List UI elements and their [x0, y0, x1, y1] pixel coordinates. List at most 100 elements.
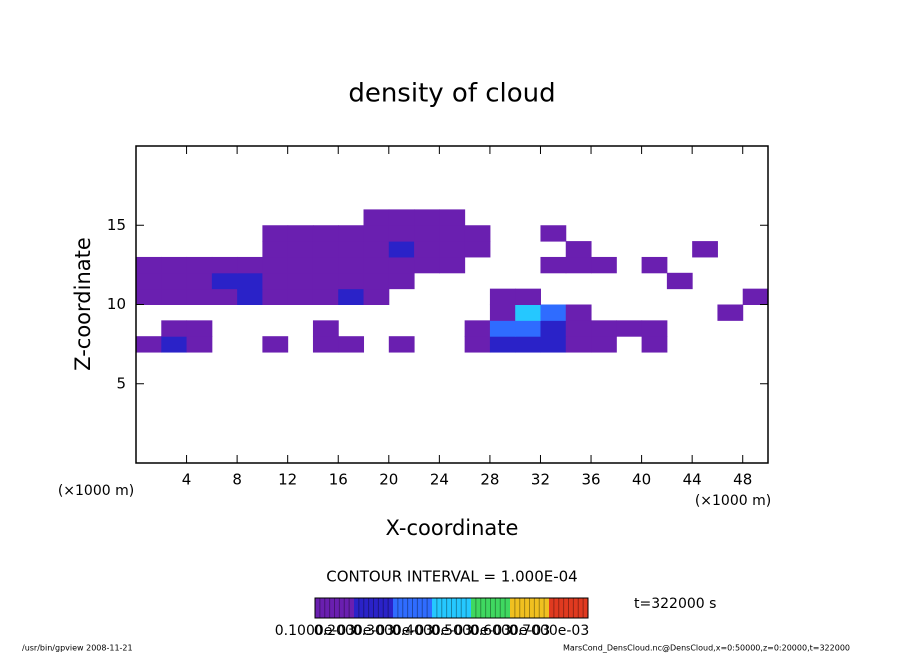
cell	[667, 257, 693, 273]
cell	[439, 241, 466, 258]
cell	[389, 320, 415, 336]
colorbar-segment	[432, 598, 472, 618]
cell	[237, 256, 263, 274]
cell	[262, 256, 289, 274]
cell	[515, 320, 541, 337]
cell	[717, 289, 743, 305]
colorbar-label: 0.5000e-03	[431, 623, 511, 639]
cell	[313, 209, 339, 225]
cell	[389, 289, 415, 305]
cell	[338, 209, 364, 225]
cell	[237, 209, 263, 225]
cell	[667, 209, 693, 225]
cell	[212, 336, 238, 352]
cell	[262, 241, 289, 258]
cell	[439, 289, 465, 305]
cell	[237, 320, 263, 336]
cell	[641, 336, 668, 353]
cell	[566, 225, 592, 241]
cell	[312, 320, 339, 337]
cell	[439, 209, 466, 226]
x-tick-label: 36	[581, 471, 600, 489]
cell	[515, 257, 541, 273]
cell	[667, 320, 693, 336]
cell	[288, 305, 314, 321]
colorbar-segment	[510, 598, 550, 618]
cell	[464, 241, 491, 258]
cell	[211, 256, 238, 274]
cell	[464, 225, 491, 242]
cell	[313, 305, 339, 321]
cell	[465, 257, 491, 273]
cell	[136, 320, 162, 336]
y-tick-label: 15	[107, 216, 126, 234]
cell	[388, 209, 415, 226]
cell	[288, 320, 314, 336]
cell	[540, 225, 567, 242]
contour-interval: CONTOUR INTERVAL = 1.000E-04	[326, 568, 577, 586]
cell	[591, 225, 617, 241]
x-tick-label: 20	[379, 471, 398, 489]
cell	[692, 257, 718, 273]
cell	[591, 241, 617, 257]
cell	[237, 288, 263, 305]
cell	[388, 256, 415, 274]
cell	[186, 256, 213, 274]
cell	[363, 209, 390, 226]
cell	[363, 288, 390, 305]
cell	[742, 288, 769, 305]
cell	[237, 272, 263, 290]
cell	[566, 273, 592, 289]
cell	[692, 336, 718, 352]
cell	[743, 257, 769, 273]
cell	[591, 273, 617, 289]
colorbar-label: 0.7000e-03	[509, 623, 589, 639]
cell	[465, 209, 491, 225]
cell	[212, 209, 238, 225]
cell	[262, 288, 289, 305]
cell	[490, 209, 516, 225]
cell	[388, 272, 415, 290]
cell	[187, 225, 213, 241]
colorbar-label: 0.2000e-03	[314, 623, 394, 639]
cell	[288, 209, 314, 225]
cell	[465, 273, 491, 289]
cell	[161, 320, 188, 337]
cell	[616, 320, 643, 337]
cell	[414, 289, 440, 305]
cell	[364, 336, 390, 352]
cell	[692, 241, 718, 258]
x-tick-label: 16	[329, 471, 348, 489]
cell	[667, 336, 693, 352]
cell	[642, 209, 668, 225]
x-tick-label: 44	[683, 471, 702, 489]
cell	[565, 304, 592, 321]
cell	[515, 336, 541, 353]
cell	[186, 336, 213, 353]
cell	[136, 209, 162, 225]
cell	[666, 272, 693, 290]
y-axis-label: Z-coordinate	[71, 237, 95, 371]
x-tick-label: 48	[733, 471, 752, 489]
cell	[565, 320, 592, 337]
cell	[312, 336, 339, 353]
cell	[312, 256, 339, 274]
cell	[262, 336, 289, 353]
cell	[490, 257, 516, 273]
cell	[414, 209, 440, 226]
colorbar-label: 0.1000e-03	[275, 623, 355, 639]
cell	[187, 241, 213, 257]
cell	[338, 305, 364, 321]
cell	[540, 241, 566, 257]
cell	[161, 272, 188, 290]
cell	[489, 304, 516, 321]
cell	[717, 273, 743, 289]
cell	[743, 336, 769, 352]
cell	[490, 241, 516, 257]
cell	[642, 305, 668, 321]
cell	[439, 305, 465, 321]
x-axis-label: X-coordinate	[386, 516, 519, 540]
cell	[489, 320, 516, 337]
cell	[414, 273, 440, 289]
